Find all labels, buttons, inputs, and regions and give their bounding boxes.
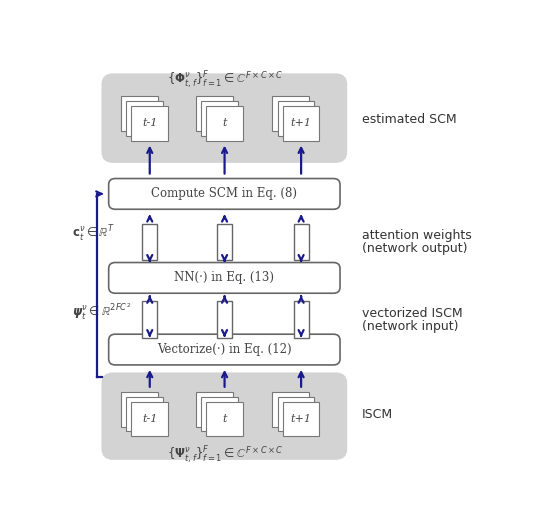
Text: vectorized ISCM: vectorized ISCM (362, 307, 462, 320)
Bar (294, 223, 309, 261)
Bar (277, 397, 314, 431)
Text: $\{\boldsymbol{\Psi}_{t,f}^\nu\}_{f=1}^F \in \mathbb{C}^{F\times C\times C}$: $\{\boldsymbol{\Psi}_{t,f}^\nu\}_{f=1}^F… (167, 445, 283, 466)
Text: t: t (222, 118, 227, 128)
Bar (217, 302, 232, 338)
Bar (196, 392, 233, 427)
Bar (201, 397, 238, 431)
Bar (277, 101, 314, 136)
Text: (network input): (network input) (362, 320, 458, 332)
Text: $\boldsymbol{\psi}_t^\nu \in \mathbb{R}^{2FC^2}$: $\boldsymbol{\psi}_t^\nu \in \mathbb{R}^… (72, 302, 131, 322)
Bar (206, 402, 243, 436)
Bar (217, 223, 232, 261)
Text: t-1: t-1 (142, 118, 157, 128)
Text: Compute SCM in Eq. (8): Compute SCM in Eq. (8) (151, 187, 297, 201)
Bar (126, 397, 163, 431)
FancyBboxPatch shape (102, 373, 347, 459)
Text: t+1: t+1 (291, 118, 311, 128)
Text: attention weights: attention weights (362, 229, 472, 243)
Bar (283, 402, 320, 436)
Bar (283, 106, 320, 140)
Text: estimated SCM: estimated SCM (362, 113, 456, 126)
Bar (294, 302, 309, 338)
Bar (131, 106, 168, 140)
Text: $\mathbf{c}_t^\nu \in \mathbb{R}^T$: $\mathbf{c}_t^\nu \in \mathbb{R}^T$ (72, 224, 115, 244)
Text: $\{\boldsymbol{\Phi}_{t,f}^\nu\}_{f=1}^F \in \mathbb{C}^{F\times C\times C}$: $\{\boldsymbol{\Phi}_{t,f}^\nu\}_{f=1}^F… (167, 70, 284, 92)
Text: ISCM: ISCM (362, 408, 393, 421)
Bar (121, 392, 158, 427)
FancyBboxPatch shape (109, 334, 340, 365)
FancyBboxPatch shape (102, 74, 347, 162)
Bar (142, 223, 157, 261)
Text: Vectorize(·) in Eq. (12): Vectorize(·) in Eq. (12) (157, 343, 292, 356)
Text: t: t (222, 414, 227, 424)
Text: NN(·) in Eq. (13): NN(·) in Eq. (13) (174, 271, 275, 285)
Bar (126, 101, 163, 136)
FancyBboxPatch shape (109, 179, 340, 209)
Bar (272, 392, 309, 427)
Text: (network output): (network output) (362, 242, 467, 255)
Text: t-1: t-1 (142, 414, 157, 424)
Bar (206, 106, 243, 140)
Text: t+1: t+1 (291, 414, 311, 424)
Bar (131, 402, 168, 436)
Bar (272, 96, 309, 131)
Bar (196, 96, 233, 131)
FancyBboxPatch shape (109, 262, 340, 293)
Bar (121, 96, 158, 131)
Bar (142, 302, 157, 338)
Bar (201, 101, 238, 136)
